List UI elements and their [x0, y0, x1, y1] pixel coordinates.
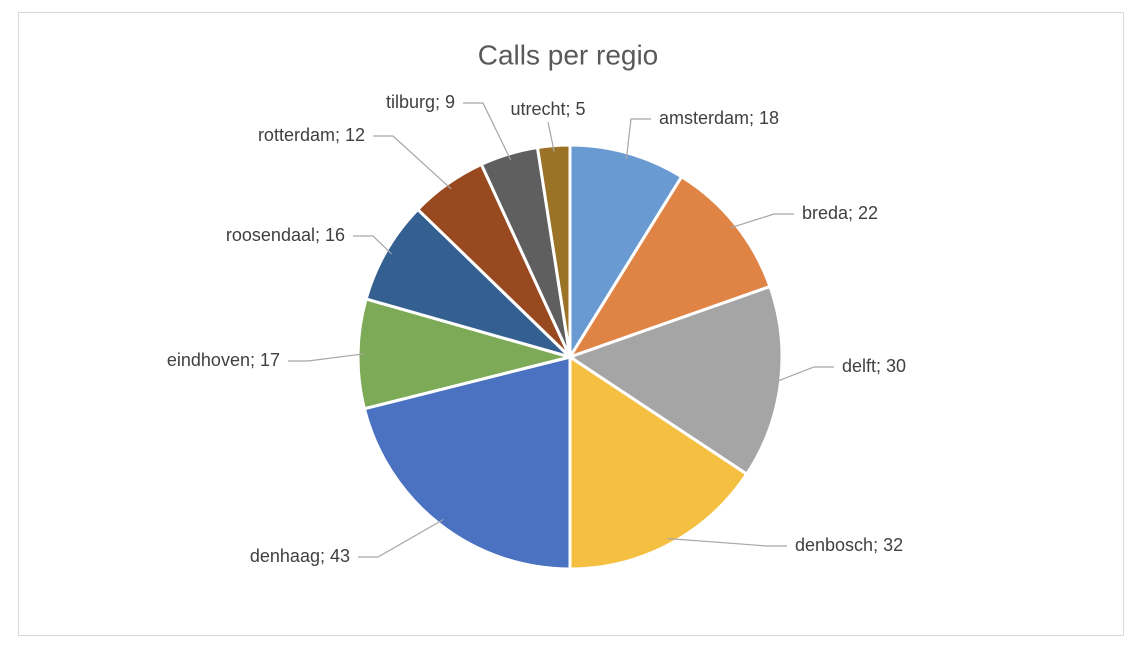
leader-line: [667, 537, 787, 547]
data-label: denhaag; 43: [250, 546, 350, 566]
leader-line: [358, 518, 444, 558]
pie-slice: [356, 297, 576, 411]
pie-slice: [364, 207, 572, 359]
leader-line: [288, 353, 365, 362]
pie-slice: [362, 355, 572, 571]
leader-line: [625, 118, 651, 159]
data-label: amsterdam; 18: [659, 108, 779, 128]
data-label: roosendaal; 16: [226, 225, 345, 245]
data-label: rotterdam; 12: [258, 125, 365, 145]
data-label: eindhoven; 17: [167, 350, 280, 370]
data-label: utrecht; 5: [510, 99, 585, 119]
leader-line: [730, 213, 794, 229]
data-label: denbosch; 32: [795, 535, 903, 555]
data-label: tilburg; 9: [386, 92, 455, 112]
pie-slice: [566, 174, 772, 360]
leader-line: [373, 135, 452, 190]
chart-title: Calls per regio: [478, 39, 659, 70]
leader-line: [774, 366, 834, 383]
leader-line: [547, 121, 555, 152]
pie-slice: [568, 354, 749, 571]
pie-slice: [535, 143, 572, 358]
data-label: delft; 30: [842, 356, 906, 376]
leader-line: [353, 235, 393, 255]
pie-slice: [568, 143, 684, 363]
leader-line: [463, 102, 512, 161]
data-label: breda; 22: [802, 203, 878, 223]
pie-slice: [566, 284, 784, 477]
